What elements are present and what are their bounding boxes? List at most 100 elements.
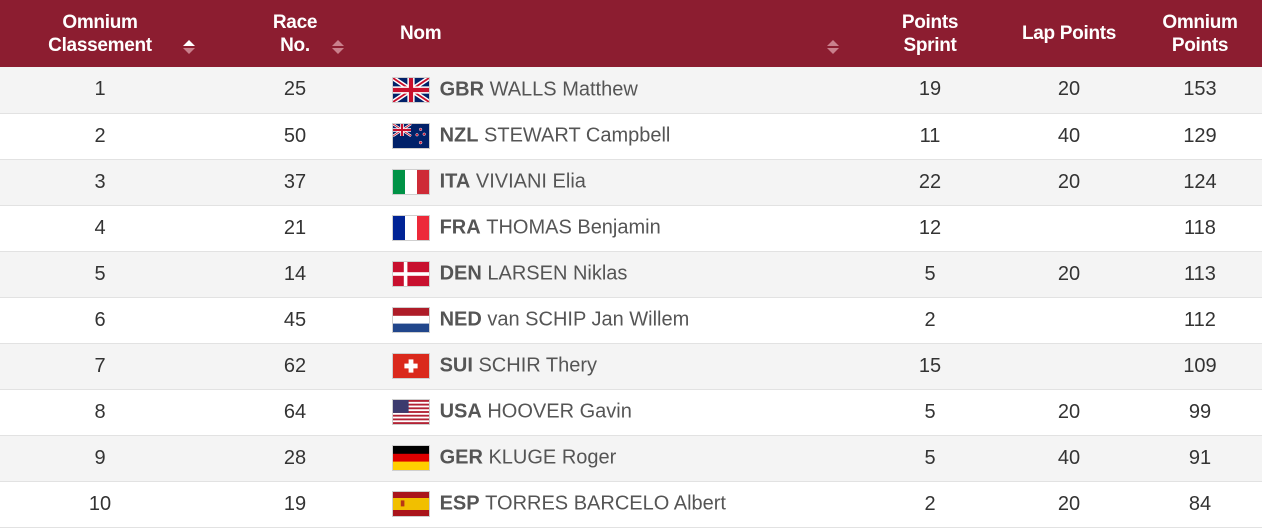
header-lap-points: Lap Points [1000,0,1138,67]
athlete-name[interactable]: KLUGE Roger [488,446,617,469]
table-row[interactable]: 3 37 ITA VIVIANI Elia 22 20 124 [0,159,1262,205]
rank-cell: 4 [94,216,106,239]
athlete-cell[interactable]: SUI SCHIR Thery [390,343,860,389]
lap-points-cell: 20 [1057,78,1081,101]
race-no-cell: 21 [283,216,307,239]
sprint-points-cell: 5 [924,446,936,469]
nzl-flag-icon [392,123,430,149]
race-no-cell: 45 [283,308,307,331]
table-row[interactable]: 8 64 USA HOOVER Gavin 5 20 99 [0,389,1262,435]
lap-points-cell: 20 [1057,492,1081,515]
athlete-cell[interactable]: USA HOOVER Gavin [390,389,860,435]
athlete-cell[interactable]: DEN LARSEN Niklas [390,251,860,297]
athlete-cell[interactable]: FRA THOMAS Benjamin [390,205,860,251]
table-row[interactable]: 1 25 GBR WALLS Matthew 19 20 153 [0,67,1262,113]
race-no-cell: 64 [283,400,307,423]
sprint-points-cell: 5 [924,400,936,423]
sprint-points-cell: 22 [918,170,942,193]
header-name-label: Nom [400,23,442,44]
athlete-cell[interactable]: ESP TORRES BARCELO Albert [390,481,860,527]
table-row[interactable]: 4 21 FRA THOMAS Benjamin 12 118 [0,205,1262,251]
athlete-cell[interactable]: GBR WALLS Matthew [390,67,860,113]
header-sprint-points: Points Sprint [860,0,1000,67]
sprint-points-cell: 11 [919,124,941,147]
noc-code: GBR [439,78,485,101]
sort-icon[interactable] [183,40,195,56]
header-sprint-line1: Points [901,11,959,33]
fra-flag-icon [392,215,430,241]
header-sprint-line2: Sprint [903,34,957,56]
ger-flag-icon [392,445,430,471]
athlete-name[interactable]: THOMAS Benjamin [486,216,661,239]
header-rank[interactable]: Omnium Classement [0,0,200,67]
athlete-name[interactable]: van SCHIP Jan Willem [487,308,690,331]
omnium-points-cell: 112 [1184,308,1216,331]
sprint-points-cell: 15 [918,354,942,377]
noc-code: NED [439,308,482,331]
header-rank-line2: Classement [48,34,152,56]
noc-code: USA [439,400,482,423]
sort-icon[interactable] [827,40,839,56]
race-no-cell: 50 [283,124,307,147]
table-row[interactable]: 7 62 SUI SCHIR Thery 15 109 [0,343,1262,389]
omnium-points-cell: 118 [1184,216,1216,239]
race-no-cell: 62 [283,354,307,377]
athlete-name[interactable]: LARSEN Niklas [487,262,628,285]
athlete-name[interactable]: WALLS Matthew [489,78,638,101]
athlete-name[interactable]: TORRES BARCELO Albert [485,492,726,515]
athlete-name[interactable]: HOOVER Gavin [487,400,632,423]
lap-points-cell [1000,343,1138,389]
noc-code: SUI [439,354,473,377]
rank-cell: 3 [94,170,106,193]
noc-code: GER [439,446,483,469]
lap-points-cell: 40 [1057,124,1081,147]
table-row[interactable]: 10 19 ESP TORRES BARCELO Albert 2 20 84 [0,481,1262,527]
rank-cell: 7 [94,354,106,377]
den-flag-icon [392,261,430,287]
sort-icon[interactable] [332,40,344,56]
rank-cell: 8 [94,400,106,423]
lap-points-cell: 20 [1057,262,1081,285]
athlete-name[interactable]: VIVIANI Elia [475,170,586,193]
rank-cell: 6 [94,308,106,331]
athlete-name[interactable]: SCHIR Thery [478,354,598,377]
sui-flag-icon [392,353,430,379]
omnium-points-cell: 113 [1184,262,1216,285]
table-row[interactable]: 5 14 DEN LARSEN Niklas 5 20 113 [0,251,1262,297]
sprint-points-cell: 12 [918,216,942,239]
table-row[interactable]: 9 28 GER KLUGE Roger 5 40 91 [0,435,1262,481]
athlete-cell[interactable]: NZL STEWART Campbell [390,113,860,159]
table-row[interactable]: 6 45 NED van SCHIP Jan Willem 2 112 [0,297,1262,343]
lap-points-cell: 20 [1057,170,1081,193]
athlete-name[interactable]: STEWART Campbell [484,124,671,147]
athlete-cell[interactable]: NED van SCHIP Jan Willem [390,297,860,343]
noc-code: ITA [439,170,471,193]
race-no-cell: 14 [283,262,307,285]
sprint-points-cell: 19 [918,78,942,101]
lap-points-cell [1000,205,1138,251]
lap-points-cell: 20 [1057,400,1081,423]
table-header: Omnium Classement Race No. Nom Points Sp… [0,0,1262,67]
rank-cell: 9 [94,446,106,469]
race-no-cell: 19 [283,492,307,515]
race-no-cell: 28 [283,446,307,469]
sprint-points-cell: 2 [924,308,936,331]
header-name[interactable]: Nom [390,0,860,67]
omnium-points-cell: 153 [1183,78,1217,101]
athlete-cell[interactable]: ITA VIVIANI Elia [390,159,860,205]
table-row[interactable]: 2 50 NZL STEWART Campbell 11 40 129 [0,113,1262,159]
header-total-line1: Omnium [1162,11,1238,33]
ita-flag-icon [392,169,430,195]
athlete-cell[interactable]: GER KLUGE Roger [390,435,860,481]
header-row: Omnium Classement Race No. Nom Points Sp… [0,0,1262,67]
header-race-no[interactable]: Race No. [200,0,390,67]
noc-code: ESP [439,492,480,515]
noc-code: NZL [439,124,479,147]
gbr-flag-icon [392,76,430,103]
noc-code: FRA [439,216,481,239]
omnium-points-cell: 109 [1183,354,1217,377]
rank-cell: 10 [88,492,112,515]
header-lap-label: Lap Points [1021,23,1117,44]
header-rank-line1: Omnium [62,11,138,33]
